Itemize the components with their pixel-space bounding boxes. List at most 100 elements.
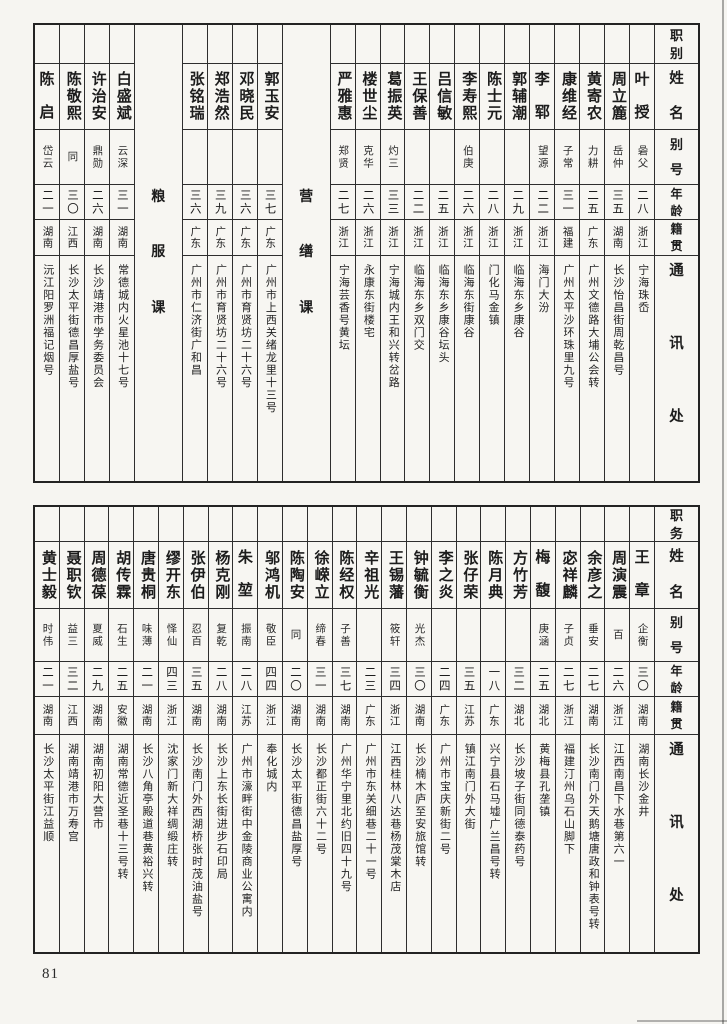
age-cell: 二四: [431, 662, 456, 697]
entry-column: 叶授 碞父 二八 浙江 宁海珠岙: [629, 25, 654, 481]
origin-cell: 浙江: [330, 220, 355, 256]
entry-column: 梅馥 庚涵 二五 湖北 黄梅县孔垄镇: [530, 507, 555, 952]
person-age: 二六: [611, 665, 624, 693]
role-cell: [506, 507, 531, 542]
person-age: 二七: [336, 188, 349, 216]
person-age: 二八: [239, 665, 252, 693]
entry-column: 李寿熙 伯庚 二六 浙江 临海东街康谷: [454, 25, 480, 481]
name-cell: 吕信敏: [430, 64, 455, 130]
person-origin: 浙江: [362, 226, 374, 249]
entry-column: 缪开东 怿仙 四三 浙江 沈家门新大祥绸缎庄转: [158, 507, 183, 952]
alias-cell: [456, 609, 481, 662]
address-cell: 广州市育贤坊二十六号: [233, 256, 257, 481]
person-address: 湖南长沙金井: [636, 743, 649, 818]
name-cell: 唐贵桐: [134, 542, 159, 609]
origin-cell: 广东: [257, 220, 282, 256]
person-address: 长沙靖港市学务委员会: [91, 264, 104, 389]
age-cell: 二七: [330, 185, 355, 220]
address-cell: 常德城内火星池十七号: [110, 256, 134, 481]
role-cell: [208, 507, 233, 542]
age-cell: 二五: [531, 662, 555, 697]
person-alias: 克华: [362, 144, 374, 170]
person-name: 方竹芳: [510, 549, 527, 601]
name-cell: 王锡藩: [382, 542, 407, 609]
person-address: 广州市仁济街广和昌: [189, 264, 202, 377]
address-cell: 广州华宁里北约旧四十九号: [333, 735, 357, 952]
role-cell: [455, 25, 480, 64]
section-label: 粮服课: [151, 189, 166, 316]
person-age: 三一: [313, 665, 326, 693]
origin-cell: 浙江: [159, 697, 183, 735]
person-address: 临海东乡康谷坛头: [437, 264, 450, 364]
person-alias: 百: [611, 628, 623, 642]
address-cell: 奉化城内: [258, 735, 282, 952]
address-cell: 江西桂林八达巷杨茂棠木店: [382, 735, 406, 952]
origin-cell: 湖南: [134, 697, 159, 735]
person-age: 三二: [65, 665, 78, 693]
entry-column: 李郓 望源 二二 浙江 海门大汾: [529, 25, 555, 481]
age-cell: 三五: [456, 662, 481, 697]
alias-cell: [505, 130, 530, 185]
person-age: 三六: [188, 188, 201, 216]
person-origin: 江西: [66, 704, 78, 727]
age-cell: 三三: [380, 185, 405, 220]
origin-cell: 浙江: [480, 220, 505, 256]
role-cell: [183, 507, 208, 542]
person-address: 广州市濠畔街中金陵商业公寓内: [240, 743, 253, 918]
entry-column: 王章 企衡 三〇 湖南 湖南长沙金井: [629, 507, 654, 952]
entry-column: 辛祖光 二三 广东 广州市东关细巷二十一号: [356, 507, 382, 952]
header-name-cell: 姓名: [655, 542, 698, 609]
person-name: 张伊伯: [188, 549, 205, 601]
section-label: 营缮课: [299, 189, 314, 316]
person-name: 余彦之: [585, 549, 602, 601]
person-age: 二九: [90, 665, 103, 693]
person-alias: 碞父: [636, 144, 648, 170]
person-name: 黄寄农: [584, 71, 601, 122]
address-cell: 临海东街康谷: [455, 256, 479, 481]
name-cell: 郑浩然: [207, 64, 232, 130]
name-cell: 徐嵘立: [307, 542, 332, 609]
alias-cell: 望源: [530, 130, 555, 185]
name-cell: 周立簏: [605, 64, 630, 130]
person-name: 楼世尘: [360, 71, 377, 122]
address-cell: 广州市育贤坊二十六号: [208, 256, 232, 481]
person-alias: 伯庚: [461, 144, 473, 170]
name-cell: 邬鸿机: [258, 542, 283, 609]
person-name: 周德葆: [89, 549, 106, 601]
entry-column: 许治安 鼎勋 二六 湖南 长沙靖港市学务委员会: [83, 25, 109, 481]
person-alias: 子常: [561, 144, 573, 170]
person-address: 长沙都正街六十二号: [314, 743, 327, 856]
person-age: 二五: [586, 188, 599, 216]
header-alias-label: 别号: [669, 137, 683, 177]
alias-cell: [357, 609, 382, 662]
person-name: 陈启: [39, 71, 55, 121]
age-cell: 三一: [307, 662, 332, 697]
name-cell: 杨克刚: [208, 542, 233, 609]
person-address: 兴宁县石马墟广兰昌号转: [488, 743, 501, 881]
address-cell: 江西南昌下水巷第六一: [605, 735, 629, 952]
person-origin: 广东: [586, 226, 598, 249]
age-cell: 三〇: [59, 185, 84, 220]
person-name: 胡传霖: [114, 549, 131, 601]
age-cell: 三六: [232, 185, 257, 220]
person-origin: 福建: [561, 226, 573, 249]
age-cell: 三五: [183, 662, 208, 697]
age-cell: 二〇: [283, 662, 307, 697]
person-age: 三〇: [412, 665, 425, 693]
address-cell: 临海东乡康谷坛头: [430, 256, 454, 481]
person-name: 邓晓民: [237, 71, 254, 122]
age-cell: 二八: [208, 662, 233, 697]
alias-cell: [207, 130, 232, 185]
person-address: 长沙上东长街进步石印局: [215, 743, 228, 881]
person-address: 长沙坡子街同德泰药号: [512, 743, 525, 868]
alias-cell: 复乾: [208, 609, 233, 662]
origin-cell: 湖南: [283, 697, 307, 735]
person-alias: 同: [289, 628, 301, 642]
address-cell: 湖南长沙金井: [630, 735, 654, 952]
header-role-label: 职务: [669, 507, 683, 541]
age-cell: 二八: [233, 662, 258, 697]
role-cell: [109, 25, 134, 64]
origin-cell: 广东: [481, 697, 506, 735]
person-alias: 灼三: [387, 144, 398, 170]
name-cell: 张铭瑞: [182, 64, 207, 130]
